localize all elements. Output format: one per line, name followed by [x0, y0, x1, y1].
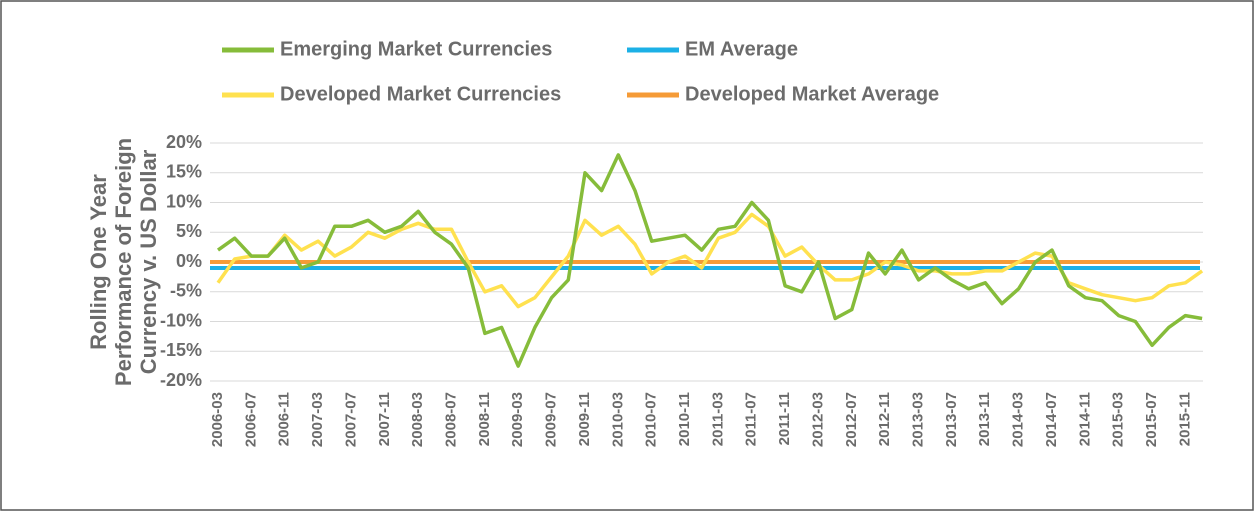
legend-label: Developed Market Average — [685, 83, 939, 105]
x-tick-label: 2012-03 — [809, 392, 826, 447]
x-tick-label: 2010-07 — [643, 392, 660, 447]
x-tick-label: 2010-11 — [676, 392, 693, 446]
x-tick-label: 2009-11 — [576, 392, 593, 446]
y-axis-label: Currency v. US Dollar — [136, 149, 161, 374]
legend-label: EM Average — [685, 38, 798, 60]
y-tick-label: -10% — [160, 310, 202, 330]
y-tick-label: -5% — [170, 281, 202, 301]
series-line — [216, 153, 1203, 368]
y-tick-label: 10% — [166, 191, 202, 211]
x-tick-label: 2015-03 — [1110, 392, 1127, 447]
x-tick-label: 2013-07 — [943, 392, 960, 447]
legend-label: Developed Market Currencies — [280, 83, 561, 105]
y-tick-label: 0% — [176, 251, 202, 271]
x-tick-label: 2008-03 — [409, 392, 426, 447]
x-tick-label: 2011-07 — [743, 392, 760, 446]
x-tick-label: 2015-11 — [1176, 392, 1193, 446]
x-tick-label: 2007-11 — [376, 392, 393, 446]
y-tick-label: 15% — [166, 162, 202, 182]
x-tick-label: 2013-03 — [910, 392, 927, 447]
x-tick-label: 2013-11 — [976, 392, 993, 446]
x-tick-label: 2014-03 — [1010, 392, 1027, 447]
x-tick-label: 2006-07 — [242, 392, 259, 447]
y-tick-label: -20% — [160, 370, 202, 390]
x-tick-label: 2006-03 — [209, 392, 226, 447]
y-tick-label: 5% — [176, 221, 202, 241]
y-axis-label: Performance of Foreign — [111, 138, 136, 386]
series-line — [216, 212, 1204, 309]
x-tick-label: 2008-11 — [476, 392, 493, 446]
x-tick-label: 2009-03 — [509, 392, 526, 447]
x-tick-label: 2012-11 — [876, 392, 893, 446]
x-tick-label: 2015-07 — [1143, 392, 1160, 447]
x-tick-label: 2006-11 — [276, 392, 293, 446]
x-tick-label: 2014-07 — [1043, 392, 1060, 447]
x-tick-label: 2011-11 — [776, 392, 793, 445]
x-tick-label: 2011-03 — [709, 392, 726, 446]
legend-label: Emerging Market Currencies — [280, 38, 552, 60]
x-tick-label: 2014-11 — [1076, 392, 1093, 446]
y-tick-label: -15% — [160, 340, 202, 360]
x-tick-label: 2010-03 — [609, 392, 626, 447]
y-axis-label: Rolling One Year — [86, 174, 111, 350]
y-tick-label: 20% — [166, 132, 202, 152]
x-tick-label: 2009-07 — [543, 392, 560, 447]
x-tick-label: 2012-07 — [843, 392, 860, 447]
x-tick-label: 2007-07 — [342, 392, 359, 447]
x-tick-label: 2007-03 — [309, 392, 326, 447]
x-tick-label: 2008-07 — [442, 392, 459, 447]
